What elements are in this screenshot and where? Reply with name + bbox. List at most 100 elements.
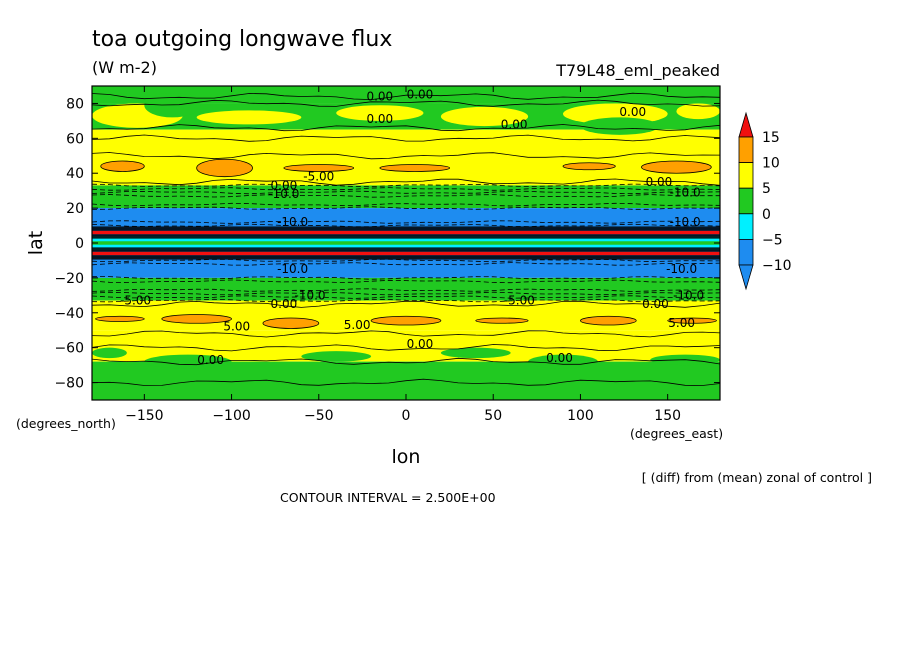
colorbar-triangle-bottom [738,264,754,291]
contour-line [92,300,720,308]
contour-blobs [92,89,720,369]
x-tick-label: 0 [402,408,411,424]
equator-strip [92,241,720,245]
cyan-patch [388,89,459,104]
colorbar-segment [738,162,754,189]
contour-label: -10.0 [268,187,299,201]
contour-line [92,330,720,338]
negative-contour-line [92,183,720,188]
green-patch [676,103,720,120]
dense-contours [92,226,720,231]
yellow-patch [667,317,717,324]
colorbar-label: 5 [762,181,771,197]
contour-label: 0.00 [407,88,434,102]
y-tick-label: 0 [75,236,84,252]
cyan-patch [440,347,511,359]
negative-contour-line [92,220,720,224]
chart-units: (W m-2) [92,58,157,77]
contour-labels: 0.00 0.000.00 0.000.00-5.000.00-10.00.00-1… [120,88,704,367]
y-tick-label: 60 [66,131,84,147]
yellow-patch [161,314,232,324]
cyan-patch [144,354,232,369]
colorbar-segment [738,136,754,164]
cyan-patch [528,354,598,369]
yellow-patch [100,160,145,172]
contour-label: -10.0 [277,262,308,276]
negative-contour-line [92,262,720,266]
experiment-label: T79L48_eml_peaked [555,61,720,81]
contour-label: 0.00 [501,117,528,131]
green-patch [440,106,529,127]
zonal-band [92,277,720,301]
contour-line [92,178,720,186]
negative-contour-line [92,194,720,198]
dense-contours [92,247,720,252]
colorbar-label: −10 [762,258,792,274]
contour-label: -10.0 [277,215,308,229]
zonal-band [92,185,720,209]
cyan-patch [580,117,659,135]
negative-contour-line [92,202,720,207]
contour-label: 0.00 [271,178,298,192]
contour-label: 0.00 [642,297,669,311]
x-unit-label: (degrees_east) [630,426,723,441]
colorbar-label: 0 [762,207,771,223]
y-tick-label: 80 [66,96,84,112]
contour-label: 0.00 [646,175,673,189]
negative-contour-line [92,206,720,210]
colorbar-segment [738,213,754,240]
colorbar-label: −5 [762,232,783,248]
plot-area [92,86,720,400]
y-axis-title: lat [25,231,47,255]
x-axis-title: lon [392,446,421,468]
red-band [92,251,720,256]
contour-label: -10.0 [670,185,701,199]
y-tick-label: −60 [54,341,84,357]
y-axis: −80 −60 −40 −20 0 20 40 60 80 [54,96,720,392]
x-tick-label: −150 [125,408,163,424]
contour-label: 0.00 [407,337,434,351]
contour-line [92,378,720,386]
x-tick-label: 150 [654,408,681,424]
yellow-patch [262,317,320,329]
negative-contour-line [92,279,720,284]
contour-label: -5.00 [504,294,535,308]
contour-label: -10.0 [673,288,704,302]
contour-label: 0.00 [546,351,573,365]
contour-line [92,124,720,132]
contour-line [92,99,720,107]
contour-interval: CONTOUR INTERVAL = 2.500E+00 [280,490,496,505]
yellow-patch [379,164,451,172]
negative-contour-line [92,258,720,263]
zonal-band [92,129,720,186]
yellow-patch [562,162,616,171]
contour-label: 5.00 [344,318,371,332]
yellow-patch [641,160,712,174]
green-patch [336,105,424,121]
zonal-band [92,258,720,278]
colorbar: 15 10 5 0 −5 −10 [738,111,792,291]
difference-note: [ (diff) from (mean) zonal of control ] [642,470,872,485]
yellow-patch [580,315,637,326]
dense-contours [92,234,720,239]
contour-label: 0.00 [619,105,646,119]
contour-line [92,152,720,160]
y-tick-label: 40 [66,166,84,182]
x-tick-label: 100 [567,408,594,424]
y-tick-label: −40 [54,306,84,322]
contour-label: 5.00 [223,320,250,334]
yellow-patch [475,317,529,324]
contour-lines [92,92,720,386]
negative-contour-line [92,295,720,299]
negative-contour-line [92,276,720,280]
yellow-patch [95,315,145,322]
negative-contour-line [92,187,720,191]
x-tick-label: 50 [484,408,502,424]
green-patch [196,110,302,125]
contour-line [92,344,720,352]
colorbar-segment [738,187,754,215]
negative-contour-line [92,288,720,292]
negative-contour-line [92,291,720,296]
yellow-patch [196,158,253,178]
y-unit-label: (degrees_north) [16,416,116,431]
